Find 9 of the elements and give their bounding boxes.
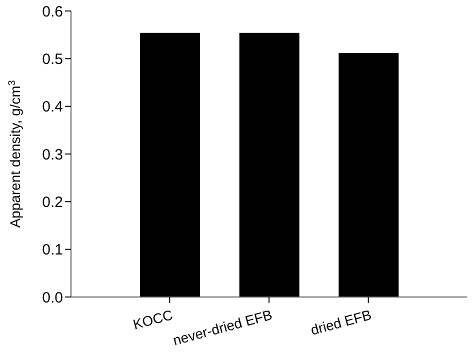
y-tick-label: 0.1: [42, 242, 63, 259]
y-tick-label: 0.6: [42, 3, 63, 20]
y-tick-label: 0.4: [42, 98, 63, 116]
x-tick-label: dried EFB: [308, 306, 374, 338]
y-tick-label: 0.5: [42, 50, 63, 68]
y-tick-label: 0.3: [42, 146, 63, 164]
y-tick-label: 0.2: [42, 194, 63, 211]
y-tick-label: 0.0: [42, 289, 63, 306]
x-tick-label: KOCC: [131, 306, 174, 332]
